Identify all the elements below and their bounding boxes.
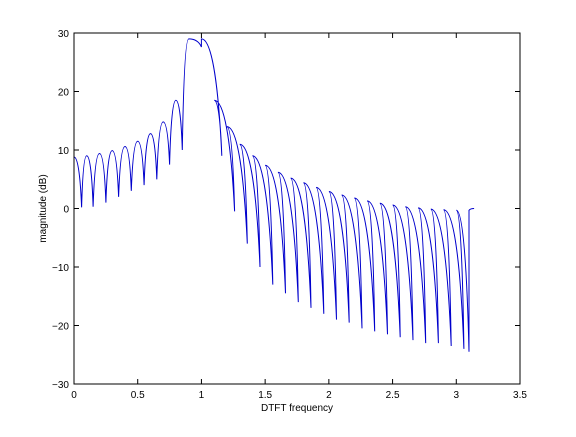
y-tick-label: −20 (52, 322, 69, 333)
x-tick-label: 1.5 (258, 390, 272, 401)
axes-box (73, 32, 521, 385)
y-axis-label: magnitude (dB) (38, 174, 49, 242)
x-tick-label: 2.5 (386, 390, 400, 401)
tick-labels: 0 0.5 1 1.5 2 2.5 3 3.5 −30 −20 −10 0 10 20 30 (52, 29, 527, 401)
x-tick-label: 1 (199, 390, 205, 401)
y-tick-label: 10 (58, 146, 70, 157)
x-tick-label: 2 (326, 390, 332, 401)
plot-area (73, 38, 475, 352)
x-tick-label: 3.5 (513, 390, 527, 401)
x-tick-label: 0.5 (131, 390, 145, 401)
axis-ticks (73, 32, 521, 385)
x-tick-label: 0 (71, 390, 77, 401)
y-tick-label: −10 (52, 263, 69, 274)
y-tick-label: 0 (63, 205, 69, 216)
y-tick-label: 20 (58, 88, 70, 99)
y-tick-label: −30 (52, 380, 69, 391)
x-tick-label: 3 (454, 390, 460, 401)
magnitude-series-line (73, 38, 475, 352)
y-tick-label: 30 (58, 29, 70, 40)
x-axis-label: DTFT frequency (261, 403, 333, 414)
